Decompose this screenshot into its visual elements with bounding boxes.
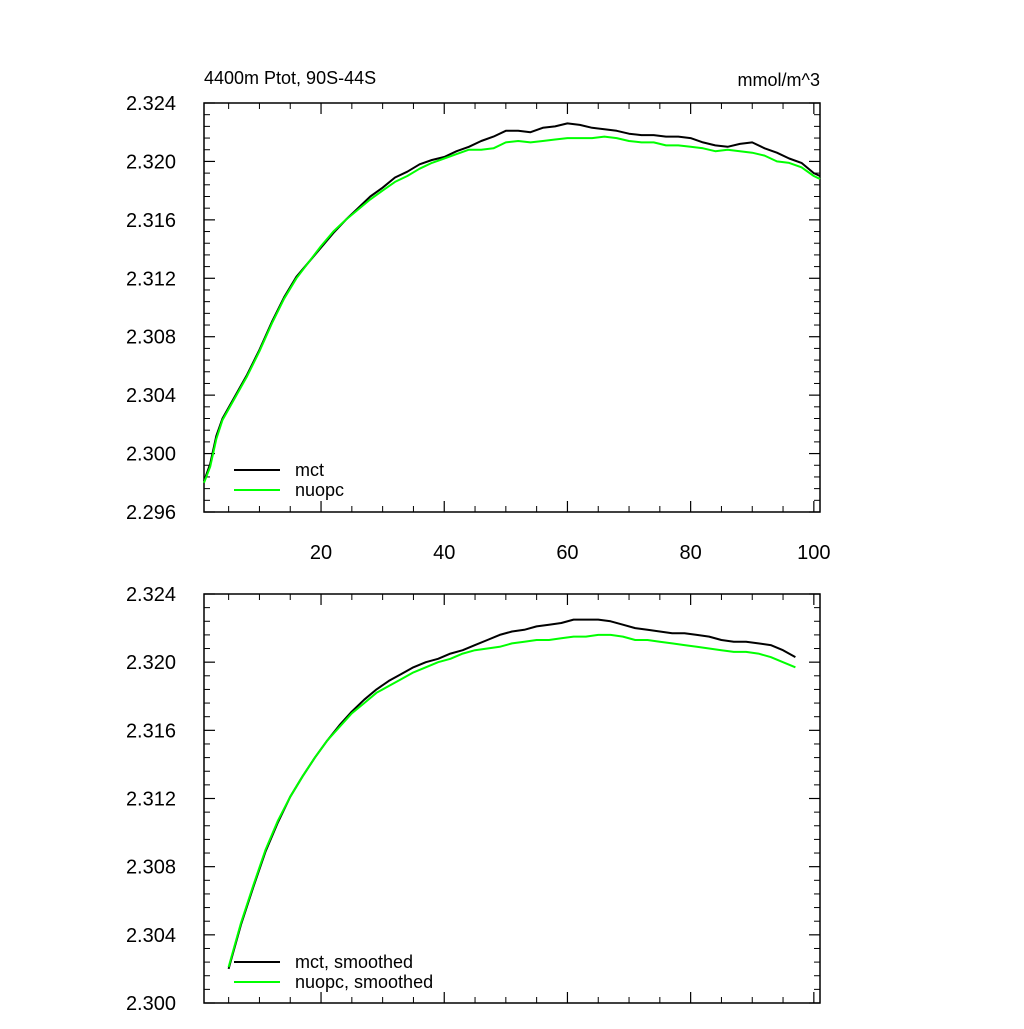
x-tick-label: 60 — [556, 542, 578, 564]
top-panel: 4400m Ptot, 90S-44S mmol/m^3 2.2962.3002… — [126, 68, 831, 564]
chart-title: 4400m Ptot, 90S-44S — [204, 68, 376, 88]
units-label: mmol/m^3 — [738, 70, 820, 90]
y-tick-label: 2.316 — [126, 210, 176, 232]
y-tick-label: 2.296 — [126, 502, 176, 524]
y-tick-label: 2.312 — [126, 268, 176, 290]
y-tick-label: 2.312 — [126, 789, 176, 811]
bottom-panel: 2.300 2.304 2.308 2.312 2.316 2.320 2.324 mct,… — [126, 584, 821, 1015]
y-tick-label: 2.324 — [126, 93, 176, 115]
y-tick-label: 2.308 — [126, 857, 176, 879]
top-axis-ticks — [204, 102, 820, 513]
y-tick-label: 2.316 — [126, 720, 176, 742]
x-tick-label: 20 — [310, 542, 332, 564]
series-line-mct-smoothed — [227, 618, 796, 970]
x-tick-label: 100 — [797, 542, 830, 564]
top-x-tick-labels: 20 40 60 80 100 — [310, 542, 831, 564]
y-tick-label: 2.300 — [126, 444, 176, 466]
y-tick-label: 2.308 — [126, 327, 176, 349]
legend-label-mct-smoothed: mct, smoothed — [295, 952, 413, 972]
series-line-mct — [203, 122, 821, 482]
series-line-nuopc — [203, 135, 821, 484]
y-tick-label: 2.320 — [126, 652, 176, 674]
legend-label-mct: mct — [295, 460, 324, 480]
bottom-series-lines — [227, 618, 796, 970]
top-y-tick-labels: 2.296 2.300 2.304 2.308 2.312 2.316 2.320 2.324 — [126, 93, 176, 524]
top-legend: mct nuopc — [234, 460, 344, 500]
plot-frame-top — [203, 102, 821, 513]
y-tick-label: 2.320 — [126, 151, 176, 173]
y-tick-label: 2.304 — [126, 385, 176, 407]
x-tick-label: 40 — [433, 542, 455, 564]
y-tick-label: 2.304 — [126, 925, 176, 947]
top-series-lines — [203, 122, 821, 484]
x-tick-label: 80 — [680, 542, 702, 564]
bottom-y-tick-labels: 2.300 2.304 2.308 2.312 2.316 2.320 2.324 — [126, 584, 176, 1015]
bottom-legend: mct, smoothed nuopc, smoothed — [234, 952, 433, 992]
y-tick-label: 2.300 — [126, 993, 176, 1015]
series-line-nuopc-smoothed — [227, 633, 796, 968]
bottom-axis-ticks — [204, 593, 820, 1004]
legend-label-nuopc: nuopc — [295, 480, 344, 500]
plot-frame-bottom — [203, 593, 821, 1004]
y-tick-label: 2.324 — [126, 584, 176, 606]
legend-label-nuopc-smoothed: nuopc, smoothed — [295, 972, 433, 992]
